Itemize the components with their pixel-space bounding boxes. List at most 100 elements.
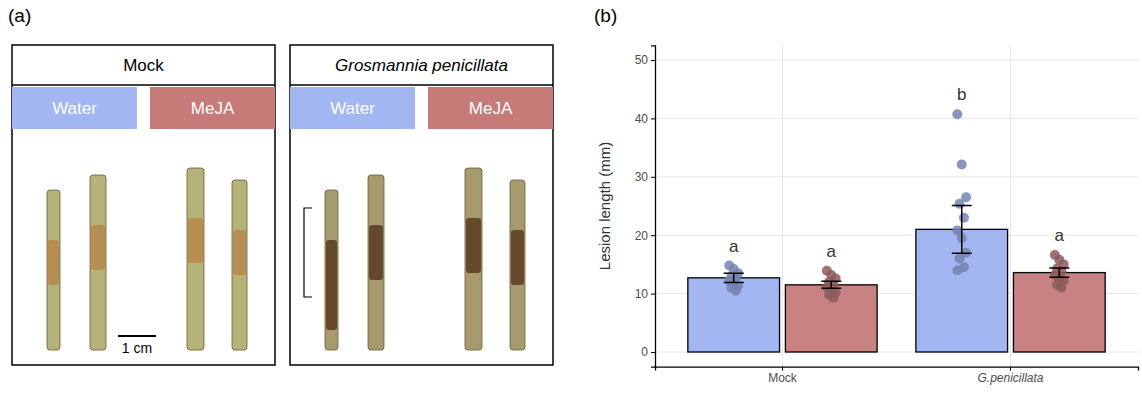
- photo-panel: Grosmannia penicillata Water MeJA: [290, 45, 553, 365]
- x-axis: Mock G.penicillata: [656, 367, 1139, 386]
- y-tick-label: 30: [635, 170, 649, 184]
- stem: [90, 175, 106, 350]
- x-tick: Mock: [768, 367, 798, 386]
- panel-title: Grosmannia penicillata: [335, 56, 508, 75]
- treatment-band: [150, 87, 275, 129]
- grid-line: [655, 60, 1138, 61]
- treatment-band: [290, 87, 415, 129]
- panel-label: (b): [594, 5, 617, 26]
- error-bar: [952, 205, 972, 253]
- data-point: [955, 199, 965, 209]
- error-bar: [1049, 268, 1069, 277]
- x-tick-label: Mock: [768, 371, 798, 385]
- lesion: [188, 218, 203, 263]
- bar: [785, 285, 877, 352]
- y-tick-mark: [651, 352, 655, 353]
- stem: [510, 180, 525, 350]
- grid-line-x: [782, 45, 783, 366]
- data-point: [959, 213, 969, 223]
- y-tick-mark: [651, 118, 655, 119]
- lesion: [466, 218, 481, 273]
- y-tick-mark: [651, 235, 655, 236]
- y-tick: 0: [641, 345, 655, 359]
- bar: [688, 278, 780, 352]
- panel-label: (a): [8, 5, 31, 26]
- data-point: [828, 293, 838, 303]
- stem: [325, 190, 338, 350]
- y-tick: 20: [635, 229, 655, 243]
- grid-line-x: [1010, 45, 1011, 366]
- y-axis-title: Lesion length (mm): [596, 142, 613, 270]
- data-point: [952, 109, 962, 119]
- x-axis-line: [656, 367, 1139, 371]
- y-tick-label: 40: [635, 112, 649, 126]
- group-letter: a: [827, 242, 837, 261]
- scale-bar-bg: [112, 340, 162, 357]
- x-tick-label: G.penicillata: [977, 371, 1043, 385]
- y-axis: 0 10 20 30 40 50: [635, 46, 656, 367]
- treatment-label: MeJA: [191, 99, 235, 118]
- treatment-label: Water: [330, 99, 375, 118]
- group-letters: a b a a: [729, 85, 1065, 261]
- lesion: [326, 240, 337, 330]
- header-rule: [12, 84, 275, 86]
- data-point: [1057, 283, 1067, 293]
- header-rule: [290, 84, 553, 86]
- y-tick-mark: [651, 60, 655, 61]
- error-bar-path: [724, 273, 744, 282]
- x-tick: G.penicillata: [977, 367, 1043, 386]
- stem: [368, 175, 384, 350]
- y-tick-label: 20: [635, 229, 649, 243]
- y-tick-mark: [651, 177, 655, 178]
- bar: [1013, 273, 1105, 352]
- y-tick: 30: [635, 170, 655, 184]
- treatment-band: [12, 87, 137, 129]
- group-letter: a: [729, 237, 739, 256]
- photo-panel: Mock Water MeJA: [12, 45, 275, 365]
- lesion: [48, 240, 59, 285]
- data-point: [952, 265, 962, 275]
- x-tick-mark: [1010, 367, 1011, 371]
- lesion: [511, 230, 524, 285]
- y-tick-label: 50: [635, 53, 649, 67]
- panel-title: Mock: [123, 56, 164, 75]
- grid-line: [655, 118, 1138, 119]
- data-point: [955, 254, 965, 264]
- stem: [232, 180, 247, 350]
- data-point: [731, 286, 741, 296]
- grid-line: [655, 235, 1138, 236]
- panel-frame: [290, 45, 553, 365]
- lesion: [91, 225, 105, 270]
- treatment-band: [428, 87, 553, 129]
- panel-frame: [12, 45, 275, 365]
- group-letter: a: [1055, 226, 1065, 245]
- plot-marks: [688, 109, 1105, 352]
- y-axis-line: [651, 46, 656, 367]
- figure: (a) Mock Water MeJA Grosmannia penicillata Wa…: [0, 0, 1142, 394]
- grid: [655, 45, 1138, 366]
- lesion-bracket: [304, 208, 312, 297]
- error-bar-path: [952, 205, 972, 253]
- x-tick-mark: [782, 367, 783, 371]
- error-bar-path: [821, 281, 841, 288]
- group-letter: b: [957, 85, 966, 104]
- treatment-label: MeJA: [469, 99, 513, 118]
- error-bar-path: [1049, 268, 1069, 277]
- lesion: [369, 225, 383, 280]
- scale-bar: [118, 335, 156, 337]
- stem: [187, 168, 204, 350]
- treatment-label: Water: [52, 99, 97, 118]
- data-point: [957, 160, 967, 170]
- stem: [47, 190, 60, 350]
- y-tick-label: 10: [635, 287, 649, 301]
- y-tick: 50: [635, 53, 655, 67]
- y-tick-label: 0: [641, 345, 648, 359]
- lesion: [233, 230, 246, 275]
- scale-bar-label: 1 cm: [122, 340, 152, 356]
- y-tick-mark: [651, 294, 655, 295]
- y-tick: 40: [635, 112, 655, 126]
- y-tick: 10: [635, 287, 655, 301]
- grid-line: [655, 176, 1138, 177]
- error-bar: [821, 281, 841, 288]
- error-bar: [724, 273, 744, 282]
